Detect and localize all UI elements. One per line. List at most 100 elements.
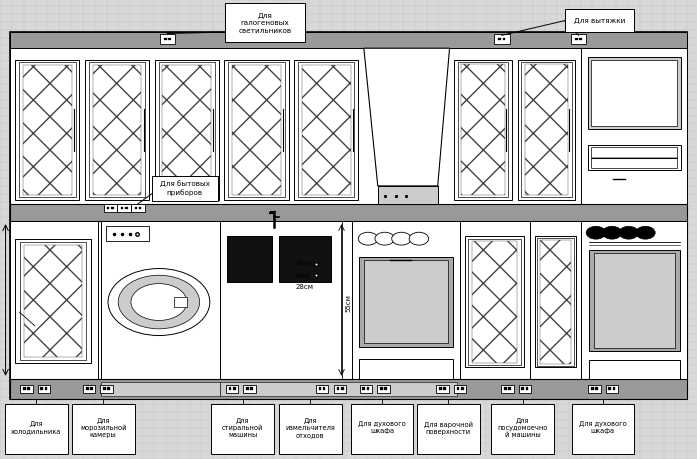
Text: Для
посудомоечно
й машины: Для посудомоечно й машины (498, 418, 548, 438)
Bar (15, 60, 79, 200)
Bar (10, 379, 687, 399)
Circle shape (358, 232, 378, 245)
Bar (279, 236, 331, 282)
Bar (162, 65, 211, 195)
Bar (535, 236, 576, 367)
Bar (229, 62, 284, 197)
Text: Для
холодильника: Для холодильника (11, 421, 61, 434)
Bar (606, 385, 618, 393)
Bar (457, 387, 459, 390)
Bar (359, 359, 453, 379)
Text: Для
измельчителя
отходов: Для измельчителя отходов (285, 418, 335, 438)
Bar (27, 387, 30, 390)
Bar (608, 387, 611, 390)
Bar (525, 64, 568, 195)
Bar (85, 60, 149, 200)
Circle shape (131, 284, 187, 320)
Bar (526, 387, 528, 390)
Bar (443, 387, 446, 390)
Bar (491, 404, 554, 454)
Bar (454, 385, 466, 393)
Bar (461, 387, 464, 390)
Bar (24, 245, 82, 357)
Bar (107, 387, 110, 390)
Bar (319, 387, 321, 390)
Bar (232, 65, 281, 195)
Bar (334, 385, 346, 393)
Bar (117, 203, 130, 212)
Bar (521, 62, 572, 197)
Bar (439, 387, 442, 390)
Bar (279, 404, 342, 454)
Circle shape (602, 226, 622, 239)
Bar (377, 385, 390, 393)
Bar (103, 387, 106, 390)
Bar (93, 65, 141, 195)
Bar (101, 382, 220, 396)
Circle shape (586, 226, 606, 239)
Circle shape (409, 232, 429, 245)
Bar (302, 65, 351, 195)
Circle shape (118, 275, 199, 329)
Bar (174, 297, 187, 307)
Bar (588, 385, 601, 393)
Bar (465, 236, 524, 367)
Bar (521, 387, 524, 390)
Bar (359, 257, 453, 347)
Bar (364, 260, 448, 343)
Bar (380, 387, 383, 390)
Polygon shape (364, 48, 450, 186)
Circle shape (619, 226, 638, 239)
Text: 28см: 28см (296, 284, 314, 290)
Bar (135, 207, 137, 209)
Text: Для
морозильной
камеры: Для морозильной камеры (80, 417, 126, 438)
Text: Для
стиральной
машины: Для стиральной машины (222, 417, 263, 438)
Bar (131, 203, 145, 212)
Bar (224, 60, 289, 200)
Text: Или: Или (296, 273, 309, 279)
Bar (10, 221, 687, 379)
Text: Для варочной
поверхности: Для варочной поверхности (424, 421, 473, 435)
Bar (352, 221, 460, 379)
Bar (224, 4, 305, 43)
Bar (595, 387, 598, 390)
Bar (362, 387, 365, 390)
Circle shape (108, 269, 210, 336)
Bar (572, 404, 634, 454)
Bar (468, 239, 521, 365)
Bar (494, 34, 510, 44)
Bar (316, 385, 328, 393)
Bar (503, 38, 505, 40)
Bar (220, 221, 352, 379)
Bar (15, 239, 91, 363)
Bar (106, 226, 149, 241)
Bar (519, 385, 531, 393)
Bar (504, 387, 507, 390)
Bar (461, 64, 505, 195)
Bar (111, 207, 114, 209)
Bar (20, 385, 33, 393)
Bar (384, 387, 387, 390)
Bar (45, 387, 47, 390)
Bar (83, 385, 95, 393)
Bar (20, 62, 75, 197)
Bar (5, 404, 68, 454)
Bar (591, 147, 677, 168)
Bar (575, 38, 578, 40)
Bar (498, 38, 501, 40)
Text: Для духового
шкафа: Для духового шкафа (579, 421, 627, 434)
Text: Для духового
шкафа: Для духового шкафа (358, 421, 406, 434)
Bar (337, 387, 339, 390)
Bar (571, 34, 586, 44)
Bar (121, 207, 123, 209)
Bar (164, 38, 167, 40)
Bar (90, 387, 93, 390)
Bar (294, 60, 358, 200)
Bar (537, 238, 574, 365)
Bar (589, 250, 680, 351)
Bar (298, 62, 354, 197)
Bar (159, 62, 215, 197)
Bar (233, 387, 236, 390)
Bar (168, 38, 171, 40)
Bar (220, 382, 457, 396)
